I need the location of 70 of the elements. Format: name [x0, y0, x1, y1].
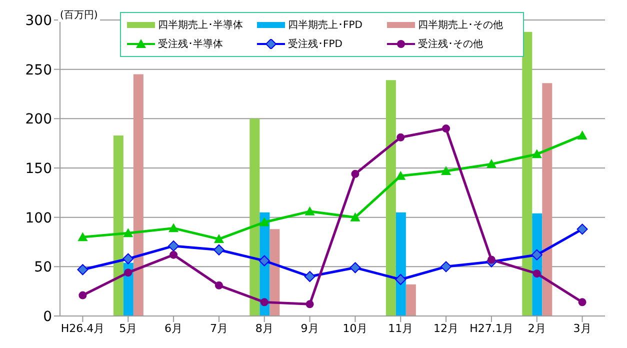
- bar: [406, 284, 416, 316]
- y-tick-label: 50: [34, 260, 52, 276]
- point: [396, 133, 405, 142]
- x-tick-label: H26.4月: [60, 322, 105, 335]
- point: [350, 212, 360, 222]
- y-tick-label: 200: [25, 112, 52, 128]
- x-tick-label: 2月: [528, 322, 546, 335]
- point: [396, 170, 406, 180]
- point: [442, 124, 450, 133]
- legend-label: 四半期売上･FPD: [288, 18, 362, 32]
- y-axis-title: (百万円): [58, 8, 100, 22]
- x-tick-label: 5月: [119, 322, 138, 335]
- y-tick-label: 100: [25, 210, 52, 226]
- point: [168, 240, 180, 252]
- bar: [250, 118, 260, 316]
- bar: [386, 80, 396, 316]
- x-tick-label: 8月: [255, 322, 274, 335]
- x-tick-label: 12月: [434, 322, 459, 335]
- point: [441, 166, 452, 175]
- point: [306, 300, 314, 308]
- point: [258, 255, 270, 266]
- point: [213, 244, 224, 256]
- y-tick-label: 0: [43, 308, 52, 325]
- x-tick-label: 9月: [300, 322, 319, 335]
- bar: [113, 135, 124, 316]
- legend-label: 受注残･FPD: [288, 38, 342, 51]
- point: [168, 223, 179, 232]
- y-tick-label: 150: [25, 160, 52, 177]
- bar: [542, 83, 552, 316]
- point: [214, 234, 224, 244]
- x-tick-label: 11月: [388, 322, 414, 335]
- y-tick-label: 250: [25, 62, 52, 78]
- bar: [133, 74, 144, 316]
- legend-label: 受注残･その他: [418, 38, 483, 51]
- bar: [522, 32, 532, 316]
- point: [351, 170, 360, 178]
- legend-label: 四半期売上･その他: [418, 18, 503, 32]
- point: [214, 281, 223, 290]
- point: [532, 270, 541, 278]
- legend-label: 四半期売上･半導体: [158, 18, 243, 32]
- point: [304, 271, 316, 282]
- bar: [396, 212, 406, 316]
- point: [532, 149, 542, 158]
- legend-label: 受注残･半導体: [158, 38, 223, 51]
- x-tick-label: 6月: [164, 322, 183, 335]
- point: [304, 206, 315, 216]
- point: [487, 256, 496, 264]
- x-tick-label: 3月: [573, 322, 592, 335]
- x-tick-label: 10月: [342, 322, 368, 335]
- y-tick-label: 300: [25, 12, 52, 29]
- x-tick-label: H27.1月: [470, 322, 514, 335]
- point: [577, 130, 588, 140]
- point: [531, 249, 542, 260]
- point: [122, 253, 134, 264]
- point: [395, 274, 406, 285]
- point: [170, 250, 178, 259]
- point: [350, 262, 361, 274]
- point: [486, 159, 496, 168]
- point: [124, 268, 132, 277]
- point: [78, 291, 87, 300]
- point: [576, 224, 588, 235]
- point: [78, 232, 88, 242]
- point: [260, 298, 268, 306]
- point: [123, 228, 134, 238]
- point: [578, 298, 586, 306]
- x-tick-label: 7月: [210, 322, 228, 335]
- point: [259, 217, 270, 226]
- bar: [270, 229, 280, 316]
- point: [440, 261, 452, 272]
- point: [77, 264, 88, 276]
